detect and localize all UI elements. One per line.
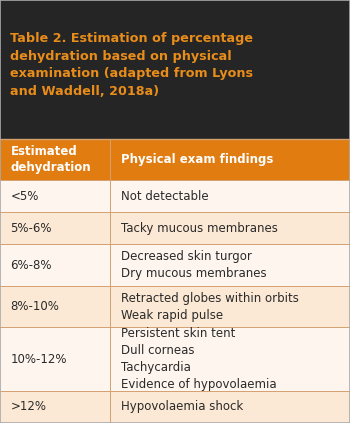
Text: 6%-8%: 6%-8% (10, 259, 52, 272)
Text: 8%-10%: 8%-10% (10, 300, 60, 313)
Text: Hypovolaemia shock: Hypovolaemia shock (121, 401, 243, 414)
Bar (0, 139, 350, 181)
Text: Table 2. Estimation of percentage
dehydration based on physical
examination (ada: Table 2. Estimation of percentage dehydr… (10, 33, 253, 98)
Bar (0, 327, 350, 391)
Text: >12%: >12% (10, 401, 47, 414)
Bar (0, 181, 350, 212)
Text: 10%-12%: 10%-12% (10, 353, 67, 365)
Text: Persistent skin tent
Dull corneas
Tachycardia
Evidence of hypovolaemia: Persistent skin tent Dull corneas Tachyc… (121, 327, 276, 391)
Text: Tacky mucous membranes: Tacky mucous membranes (121, 222, 278, 235)
Text: 5%-6%: 5%-6% (10, 222, 52, 235)
Bar (0, 391, 350, 423)
Bar (0, 212, 350, 244)
Bar (0, 286, 350, 327)
Text: <5%: <5% (10, 190, 39, 203)
Text: Estimated
dehydration: Estimated dehydration (10, 145, 91, 174)
Text: Decreased skin turgor
Dry mucous membranes: Decreased skin turgor Dry mucous membran… (121, 250, 266, 280)
Text: Retracted globes within orbits
Weak rapid pulse: Retracted globes within orbits Weak rapi… (121, 292, 299, 321)
Bar (0, 0, 350, 139)
Text: Physical exam findings: Physical exam findings (121, 153, 273, 166)
Bar (0, 244, 350, 286)
Text: Not detectable: Not detectable (121, 190, 208, 203)
